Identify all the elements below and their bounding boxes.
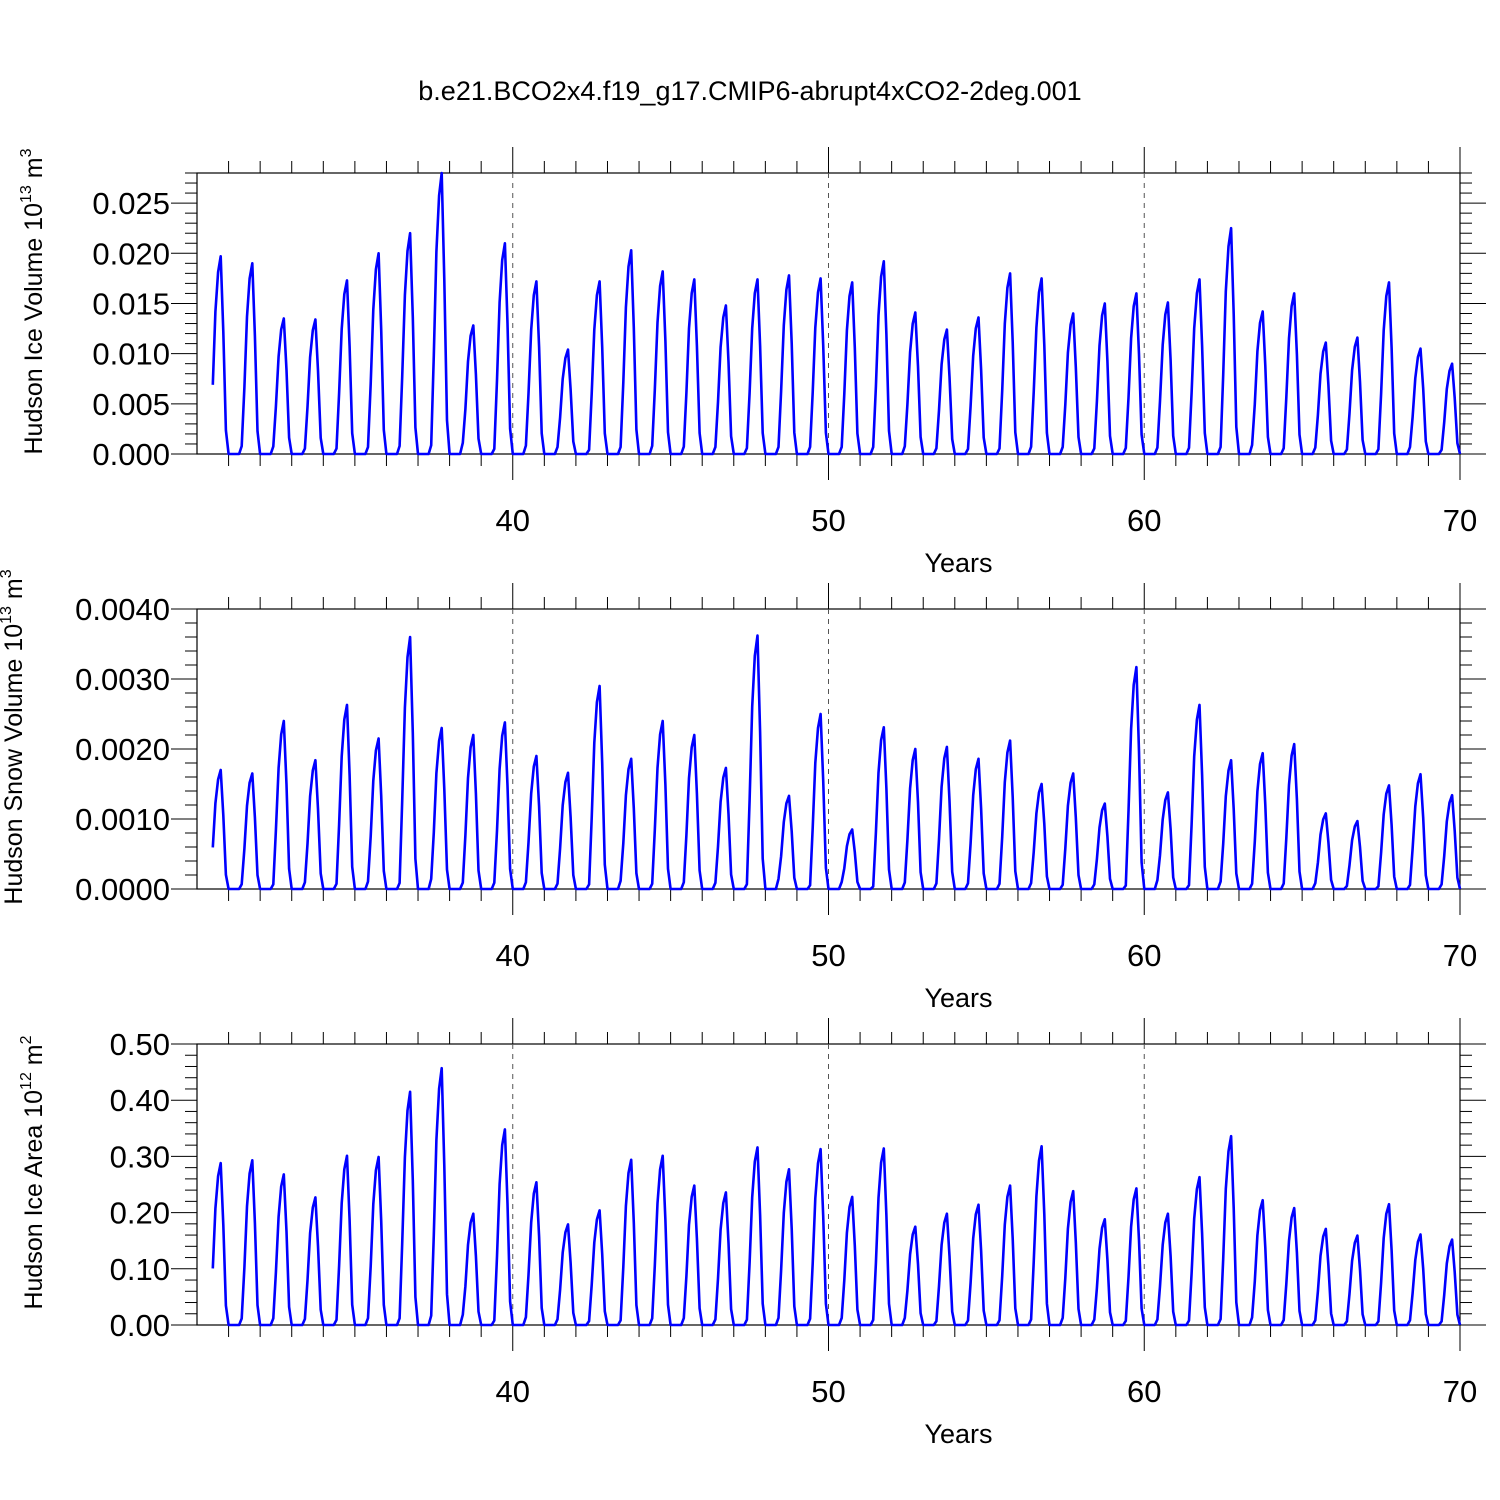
x-tick-label: 60 [1127,1374,1161,1409]
y-axis-label: Hudson Ice Volume 1013 m3 [18,148,48,454]
x-tick-label: 70 [1443,1374,1477,1409]
y-tick-label: 0.0030 [75,662,170,697]
x-tick-label: 60 [1127,503,1161,538]
panel-ice-volume: 40 50 60 70 0.000 0.005 0.010 0.015 0.020 0.025 Ye… [18,147,1486,578]
y-tick-label: 0.30 [110,1139,170,1174]
y-tick-label: 0.0040 [75,592,170,627]
series-line-ice-area [211,1066,1462,1327]
series-line-ice-volume [211,171,1462,456]
y-tick-label: 0.0000 [75,872,170,907]
series-line-snow-volume [211,634,1462,891]
x-axis-label: Years [924,1419,992,1449]
x-tick-label: 40 [496,503,530,538]
y-tick-label: 0.40 [110,1083,170,1118]
x-tick-label: 50 [811,1374,845,1409]
y-axis-label: Hudson Snow Volume 1013 m3 [0,569,28,904]
figure-title: b.e21.BCO2x4.f19_g17.CMIP6-abrupt4xCO2-2… [418,76,1081,106]
y-tick-label: 0.005 [92,387,170,422]
x-tick-label: 50 [811,503,845,538]
y-tick-label: 0.00 [110,1308,170,1343]
y-tick-label: 0.50 [110,1027,170,1062]
y-tick-label: 0.020 [92,236,170,271]
y-tick-label: 0.000 [92,437,170,472]
y-tick-label: 0.010 [92,337,170,372]
x-tick-label: 40 [496,1374,530,1409]
x-tick-label: 70 [1443,503,1477,538]
y-tick-label: 0.0020 [75,732,170,767]
x-tick-label: 50 [811,938,845,973]
y-axis-label: Hudson Ice Area 1012 m2 [18,1035,48,1309]
x-tick-label: 70 [1443,938,1477,973]
y-tick-label: 0.0010 [75,802,170,837]
panel-snow-volume: 40 50 60 70 0.0000 0.0010 0.0020 0.0030 0.0040 Ye… [0,569,1486,1013]
panel-ice-area: 40 50 60 70 0.00 0.10 0.20 0.30 0.40 0.50 Years Hud… [18,1018,1486,1449]
x-tick-label: 60 [1127,938,1161,973]
y-tick-label: 0.20 [110,1196,170,1231]
x-axis-label: Years [924,983,992,1013]
x-tick-label: 40 [496,938,530,973]
x-axis-label: Years [924,548,992,578]
y-tick-label: 0.025 [92,186,170,221]
y-tick-label: 0.015 [92,286,170,321]
y-tick-label: 0.10 [110,1252,170,1287]
